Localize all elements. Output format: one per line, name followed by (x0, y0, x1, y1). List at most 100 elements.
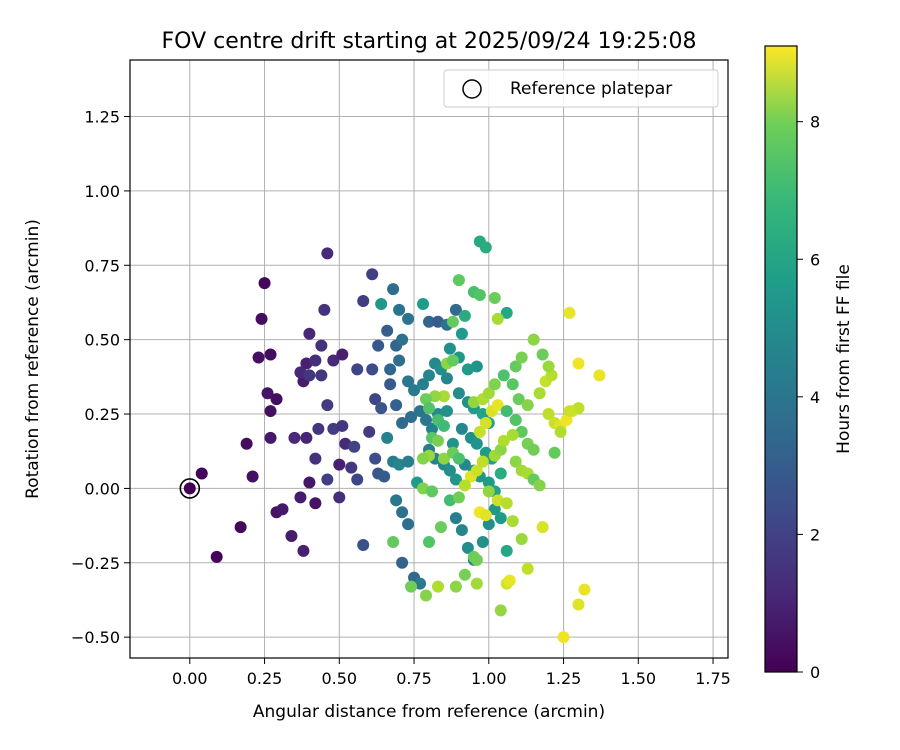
reference-point-ring (179, 478, 201, 499)
y-tick-label: 1.25 (84, 108, 120, 127)
data-point (423, 402, 435, 415)
data-point (423, 369, 435, 382)
data-point (452, 491, 465, 504)
data-point (500, 306, 513, 319)
data-point (396, 333, 409, 346)
data-point (381, 431, 394, 444)
data-point (449, 580, 462, 593)
data-point (309, 354, 322, 367)
colorbar: 0 2 4 6 8 Hours from first FF file (764, 45, 854, 682)
data-point (473, 425, 486, 438)
data-point (479, 509, 492, 522)
data-point (461, 541, 474, 554)
data-point (252, 351, 265, 364)
data-point (431, 580, 444, 593)
data-point (452, 452, 465, 465)
data-point (309, 497, 322, 510)
legend-label-reference: Reference platepar (510, 79, 672, 99)
data-point (473, 289, 486, 302)
data-point (458, 309, 471, 322)
data-point (396, 506, 409, 519)
data-point (506, 428, 519, 441)
data-point (458, 568, 471, 581)
data-point (240, 437, 253, 450)
data-point (303, 476, 316, 489)
data-point (285, 530, 298, 543)
data-point (482, 387, 495, 400)
data-point (491, 399, 504, 412)
data-point (479, 241, 492, 254)
data-point (479, 416, 492, 429)
data-point (506, 515, 519, 528)
data-point (396, 556, 409, 569)
data-point (458, 479, 471, 492)
legend: Reference platepar (443, 69, 719, 108)
data-point (234, 521, 247, 534)
colorbar-ticks: 0 2 4 6 8 (797, 113, 820, 682)
y-tick-label: −0.25 (71, 554, 120, 573)
data-point (321, 247, 334, 260)
data-point (470, 464, 483, 477)
data-point (455, 524, 468, 537)
data-point (563, 306, 576, 319)
data-point (297, 544, 310, 557)
data-point (470, 553, 483, 566)
data-point (402, 518, 415, 531)
data-point (431, 434, 444, 447)
data-point (381, 324, 394, 337)
data-points (195, 235, 606, 644)
data-point (384, 363, 397, 376)
colorbar-tick-label: 6 (810, 250, 820, 269)
data-point (336, 348, 349, 361)
data-point (449, 303, 462, 316)
data-point (423, 535, 435, 548)
data-point (497, 434, 510, 447)
data-point (420, 589, 433, 602)
grid-lines (130, 60, 728, 658)
data-point (378, 470, 391, 483)
data-point (210, 550, 223, 563)
y-tick-label: 0.00 (84, 479, 120, 498)
data-point (470, 577, 483, 590)
x-tick-label: 0.25 (247, 669, 283, 688)
data-point (327, 354, 340, 367)
reference-marker (179, 478, 201, 499)
data-point (420, 413, 433, 426)
data-point (318, 303, 331, 316)
data-point (452, 387, 465, 400)
data-point (408, 384, 421, 397)
data-point (437, 452, 450, 465)
colorbar-gradient (764, 45, 798, 673)
data-point (375, 402, 388, 415)
data-point (387, 535, 400, 548)
data-point (452, 274, 465, 287)
data-point (417, 452, 430, 465)
data-point (375, 297, 388, 310)
data-point (264, 348, 277, 361)
y-tick-label: 0.25 (84, 405, 120, 424)
data-point (446, 315, 459, 328)
data-point (288, 431, 301, 444)
data-point (542, 408, 555, 421)
colorbar-tick-label: 4 (810, 388, 820, 407)
y-tick-label: 0.75 (84, 256, 120, 275)
data-point (515, 351, 528, 364)
data-point (536, 521, 549, 534)
x-tick-label: 0.75 (396, 669, 432, 688)
data-point (264, 405, 277, 418)
data-point (578, 583, 591, 596)
data-point (554, 425, 567, 438)
chart-title: FOV centre drift starting at 2025/09/24 … (162, 29, 697, 54)
data-point (315, 339, 328, 352)
data-point (384, 378, 397, 391)
data-point (369, 452, 382, 465)
data-point (405, 411, 418, 424)
data-point (536, 348, 549, 361)
data-point (246, 470, 259, 483)
data-point (593, 369, 606, 382)
data-point (500, 405, 513, 418)
data-point (393, 354, 406, 367)
data-point (500, 497, 513, 510)
data-point (437, 419, 450, 432)
